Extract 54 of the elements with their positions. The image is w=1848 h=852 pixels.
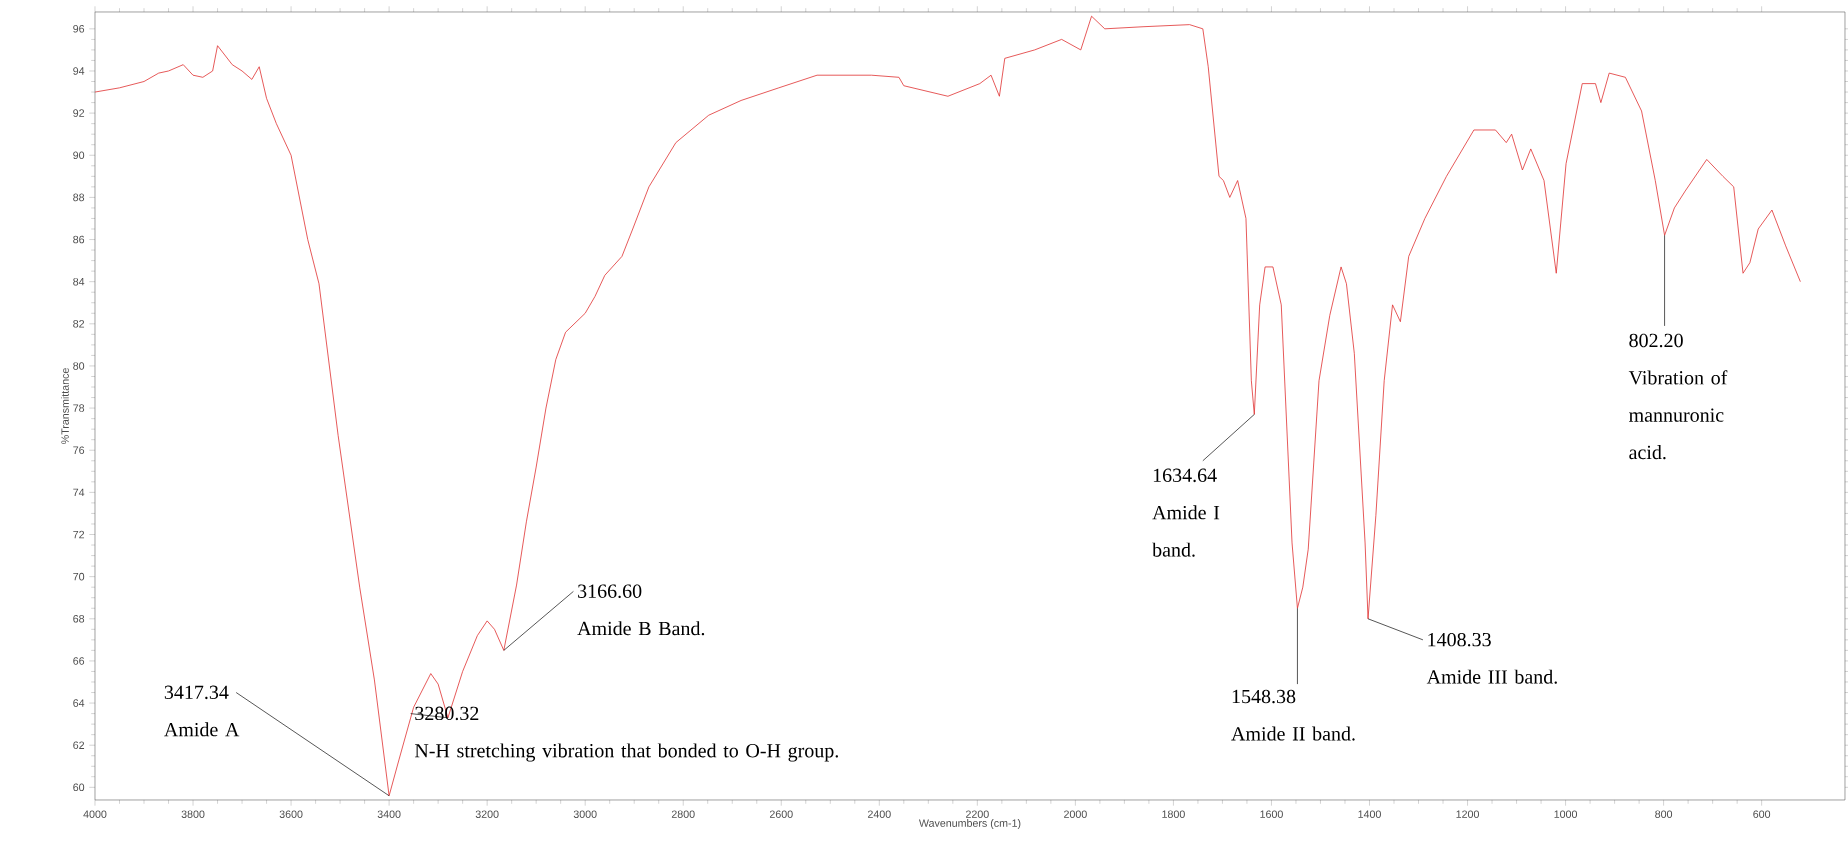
x-tick-label: 3800 [181,810,205,818]
line-series [94,15,1801,797]
y-tick-label: 70 [73,572,85,581]
y-tick-label: 74 [73,488,85,497]
x-tick-label: 2000 [1064,810,1087,818]
annotation: Vibration of mannuronic acid. [1628,370,1728,460]
annotation: Amide III band. [1426,669,1557,684]
x-tick-label: 2200 [966,810,989,818]
y-tick-label: 66 [73,657,85,665]
x-tick-label: 2400 [867,810,891,818]
x-tick-label: 2800 [671,810,695,818]
y-tick-label: 90 [73,151,85,160]
y-tick-label: 76 [73,446,85,455]
annotation: 1548.38 [1232,689,1296,704]
y-tick-label: 64 [73,699,85,707]
y-tick-label: 80 [73,362,85,370]
y-tick-label: 92 [73,109,85,117]
annotation: Amide I band. [1152,505,1220,557]
x-tick-label: 1800 [1162,810,1185,818]
y-tick-label: 94 [73,67,85,75]
x-tick-label: 4000 [83,810,107,818]
x-tick-label: 600 [1753,810,1771,818]
y-axis-title: %Transmittance [61,368,69,444]
annotation: Amide A [164,722,240,737]
x-tick-label: 2600 [769,810,793,818]
annotation: 802.20 [1629,333,1683,348]
x-tick-label: 1400 [1358,810,1381,818]
annotation: Amide B Band. [577,621,705,636]
y-tick-label: 62 [73,741,85,749]
annotation: 3166.60 [578,584,642,599]
y-tick-label: 68 [73,615,85,623]
y-tick-label: 96 [73,25,85,33]
y-tick-label: 82 [73,320,85,328]
annotation: N-H stretching vibration that bonded to O-H group. [414,743,838,762]
annotation: 3417.34 [164,685,229,700]
x-tick-label: 3200 [475,810,499,818]
y-tick-label: 84 [73,277,85,286]
y-tick-label: 60 [73,783,85,792]
x-tick-label: 3400 [377,810,401,818]
x-tick-label: 1600 [1260,810,1283,818]
x-tick-label: 800 [1655,810,1673,818]
x-axis-title: Wavenumbers (cm-1) [918,819,1021,830]
x-tick-label: 1000 [1554,810,1578,818]
y-tick-label: 72 [73,530,85,539]
annotation: 1634.64 [1153,468,1217,483]
x-tick-label: 1200 [1456,810,1479,818]
x-tick-label: 3000 [573,810,597,818]
annotation: 1408.33 [1428,632,1491,647]
annotation: 3280.32 [415,706,479,721]
x-tick-label: 3600 [279,810,303,818]
annotation: Amide II band. [1231,726,1355,741]
y-tick-label: 86 [73,235,85,244]
y-tick-label: 88 [73,193,85,202]
y-tick-label: 78 [73,404,85,412]
